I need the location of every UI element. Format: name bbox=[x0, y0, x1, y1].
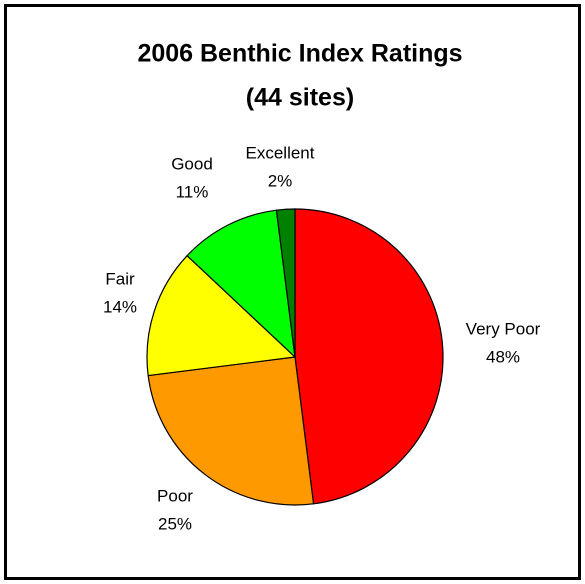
slice-label: Poor bbox=[157, 486, 193, 505]
slice-value: 25% bbox=[158, 514, 192, 533]
chart-title: 2006 Benthic Index Ratings bbox=[137, 40, 462, 68]
pie-slice bbox=[294, 208, 444, 505]
pie-slice bbox=[275, 208, 296, 358]
pie-slice bbox=[186, 209, 296, 359]
slice-value: 2% bbox=[268, 171, 293, 190]
chart-subtitle: (44 sites) bbox=[246, 84, 354, 112]
slice-label: Good bbox=[171, 154, 213, 173]
slice-label: Fair bbox=[105, 269, 135, 288]
slice-value: 48% bbox=[486, 347, 520, 366]
pie-slice bbox=[147, 356, 315, 506]
slice-value: 11% bbox=[176, 182, 209, 201]
slice-label: Very Poor bbox=[466, 319, 541, 338]
slice-label: Excellent bbox=[246, 143, 315, 162]
pie-slice bbox=[146, 254, 297, 377]
slice-value: 14% bbox=[103, 297, 137, 316]
